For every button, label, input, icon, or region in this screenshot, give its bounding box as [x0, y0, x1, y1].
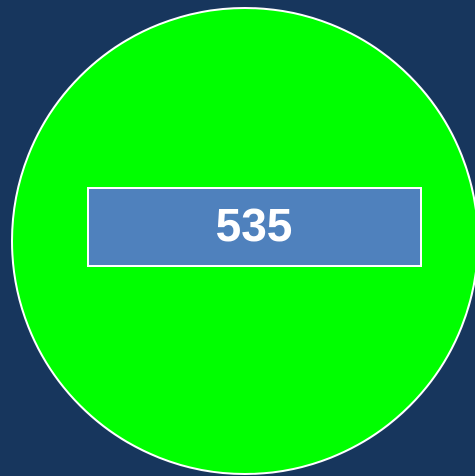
- label-text: 535: [216, 199, 293, 251]
- label-box: [87, 187, 422, 267]
